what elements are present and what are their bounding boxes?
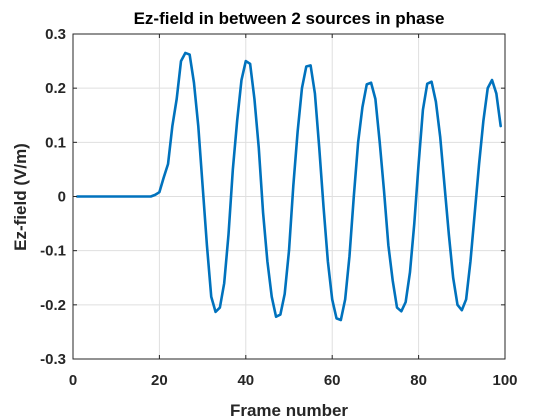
- x-tick-label: 20: [151, 372, 168, 389]
- x-tick-label: 60: [324, 372, 341, 389]
- y-tick-label: -0.3: [40, 351, 66, 368]
- x-axis-label: Frame number: [230, 401, 348, 420]
- y-tick-label: 0.1: [45, 134, 66, 151]
- x-tick-label: 100: [492, 372, 517, 389]
- x-axis-ticks: 0 20 40 60 80 100: [69, 34, 518, 389]
- x-tick-label: 0: [69, 372, 77, 389]
- y-tick-label: -0.1: [40, 243, 66, 260]
- chart-title: Ez-field in between 2 sources in phase: [134, 9, 445, 28]
- series-line: [77, 53, 500, 320]
- y-tick-label: -0.2: [40, 297, 66, 314]
- y-axis-label: Ez-field (V/m): [11, 143, 30, 251]
- series-layer: [77, 53, 500, 320]
- y-tick-label: 0.3: [45, 26, 66, 43]
- y-tick-label: 0.2: [45, 80, 66, 97]
- y-tick-label: 0: [58, 189, 66, 206]
- x-tick-label: 40: [237, 372, 254, 389]
- x-tick-label: 80: [410, 372, 427, 389]
